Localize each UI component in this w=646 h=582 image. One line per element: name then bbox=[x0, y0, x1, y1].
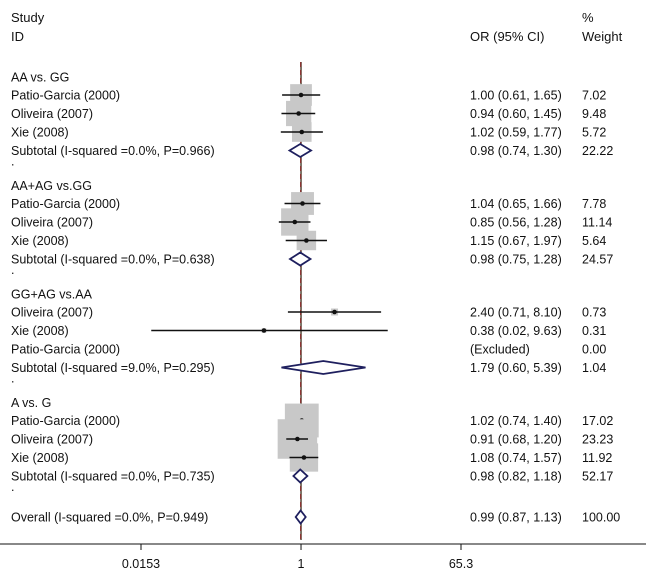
subtotal-weight: 24.57 bbox=[582, 253, 613, 267]
study-weight: 7.78 bbox=[582, 197, 606, 211]
overall-label: Overall (I-squared =0.0%, P=0.949) bbox=[11, 511, 208, 525]
study-name: Xie (2008) bbox=[11, 324, 69, 338]
study-weight: 17.02 bbox=[582, 414, 613, 428]
study-weight: 5.72 bbox=[582, 126, 606, 140]
study-or-ci: 0.91 (0.68, 1.20) bbox=[470, 433, 562, 447]
study-or-ci: (Excluded) bbox=[470, 343, 530, 357]
study-point-estimate bbox=[261, 328, 267, 333]
subtotal-diamond bbox=[281, 360, 366, 375]
study-name: Oliveira (2007) bbox=[11, 216, 93, 230]
study-weight: 0.00 bbox=[582, 343, 606, 357]
marks-layer bbox=[151, 84, 388, 525]
subtotal-label: Subtotal (I-squared =0.0%, P=0.638) bbox=[11, 253, 215, 267]
study-name: Xie (2008) bbox=[11, 126, 69, 140]
study-or-ci: 0.94 (0.60, 1.45) bbox=[470, 107, 562, 121]
study-or-ci: 1.02 (0.74, 1.40) bbox=[470, 414, 562, 428]
x-tick-label: 0.0153 bbox=[122, 557, 160, 571]
header-or-ci: OR (95% CI) bbox=[470, 29, 544, 44]
subtotal-diamond bbox=[288, 251, 313, 267]
study-or-ci: 1.08 (0.74, 1.57) bbox=[470, 451, 562, 465]
study-weight: 7.02 bbox=[582, 89, 606, 103]
subtotal-label: Subtotal (I-squared =0.0%, P=0.735) bbox=[11, 470, 215, 484]
study-or-ci: 1.02 (0.59, 1.77) bbox=[470, 126, 562, 140]
study-weight: 5.64 bbox=[582, 234, 606, 248]
text-layer: Study ID OR (95% CI)% Weight AA vs. GG Patio-… bbox=[11, 10, 623, 525]
x-tick-label: 65.3 bbox=[449, 557, 473, 571]
study-weight: 0.73 bbox=[582, 306, 606, 320]
subtotal-or-ci: 1.79 (0.60, 5.39) bbox=[470, 361, 562, 375]
x-axis: 0.0153 1 65.3 bbox=[0, 543, 646, 571]
study-or-ci: 0.85 (0.56, 1.28) bbox=[470, 216, 562, 230]
study-name: Oliveira (2007) bbox=[11, 306, 93, 320]
study-weight: 9.48 bbox=[582, 107, 606, 121]
study-name: Oliveira (2007) bbox=[11, 433, 93, 447]
study-name: Patio-Garcia (2000) bbox=[11, 343, 120, 357]
overall-or-ci: 0.99 (0.87, 1.13) bbox=[470, 511, 562, 525]
study-or-ci: 0.38 (0.02, 9.63) bbox=[470, 324, 562, 338]
subtotal-diamond bbox=[287, 142, 313, 159]
study-name: Oliveira (2007) bbox=[11, 107, 93, 121]
study-point-estimate bbox=[295, 436, 300, 442]
group-title: AA+AG vs.GG bbox=[11, 179, 92, 193]
subtotal-weight: 22.22 bbox=[582, 144, 613, 158]
subtotal-weight: 1.04 bbox=[582, 361, 606, 375]
study-weight: 23.23 bbox=[582, 433, 613, 447]
subtotal-label: Subtotal (I-squared =9.0%, P=0.295) bbox=[11, 361, 215, 375]
subtotal-or-ci: 0.98 (0.82, 1.18) bbox=[470, 470, 562, 484]
subtotal-diamond bbox=[292, 468, 309, 484]
group-title: A vs. G bbox=[11, 396, 51, 410]
group-separator-dot: . bbox=[11, 155, 14, 169]
overall-diamond bbox=[294, 509, 307, 525]
header-percent: % bbox=[582, 10, 594, 25]
study-point-estimate bbox=[298, 92, 304, 98]
study-name: Patio-Garcia (2000) bbox=[11, 414, 120, 428]
group-title: GG+AG vs.AA bbox=[11, 288, 93, 302]
study-point-estimate bbox=[301, 455, 307, 460]
study-or-ci: 1.00 (0.61, 1.65) bbox=[470, 89, 562, 103]
header-weight: Weight bbox=[582, 29, 623, 44]
group-separator-dot: . bbox=[11, 480, 14, 494]
study-weight: 0.31 bbox=[582, 324, 606, 338]
study-point-estimate bbox=[300, 201, 305, 206]
study-or-ci: 2.40 (0.71, 8.10) bbox=[470, 306, 562, 320]
study-name: Patio-Garcia (2000) bbox=[11, 89, 120, 103]
study-point-estimate bbox=[292, 219, 298, 225]
group-separator-dot: . bbox=[11, 372, 14, 386]
study-point-estimate bbox=[332, 309, 337, 315]
study-name: Xie (2008) bbox=[11, 234, 69, 248]
subtotal-or-ci: 0.98 (0.75, 1.28) bbox=[470, 253, 562, 267]
study-or-ci: 1.15 (0.67, 1.97) bbox=[470, 234, 562, 248]
overall-weight: 100.00 bbox=[582, 511, 620, 525]
group-separator-dot: . bbox=[11, 263, 14, 277]
subtotal-or-ci: 0.98 (0.74, 1.30) bbox=[470, 144, 562, 158]
study-point-estimate bbox=[299, 129, 305, 135]
subtotal-label: Subtotal (I-squared =0.0%, P=0.966) bbox=[11, 144, 215, 158]
study-name: Patio-Garcia (2000) bbox=[11, 197, 120, 211]
study-or-ci: 1.04 (0.65, 1.66) bbox=[470, 197, 562, 211]
study-weight: 11.14 bbox=[582, 216, 612, 230]
study-point-estimate bbox=[304, 238, 309, 243]
group-title: AA vs. GG bbox=[11, 71, 69, 85]
study-name: Xie (2008) bbox=[11, 451, 69, 465]
subtotal-weight: 52.17 bbox=[582, 470, 613, 484]
study-weight: 11.92 bbox=[582, 451, 612, 465]
x-tick-label: 1 bbox=[298, 557, 305, 571]
header-study: Study bbox=[11, 10, 45, 25]
study-point-estimate bbox=[296, 111, 301, 116]
header-id: ID bbox=[11, 29, 24, 44]
